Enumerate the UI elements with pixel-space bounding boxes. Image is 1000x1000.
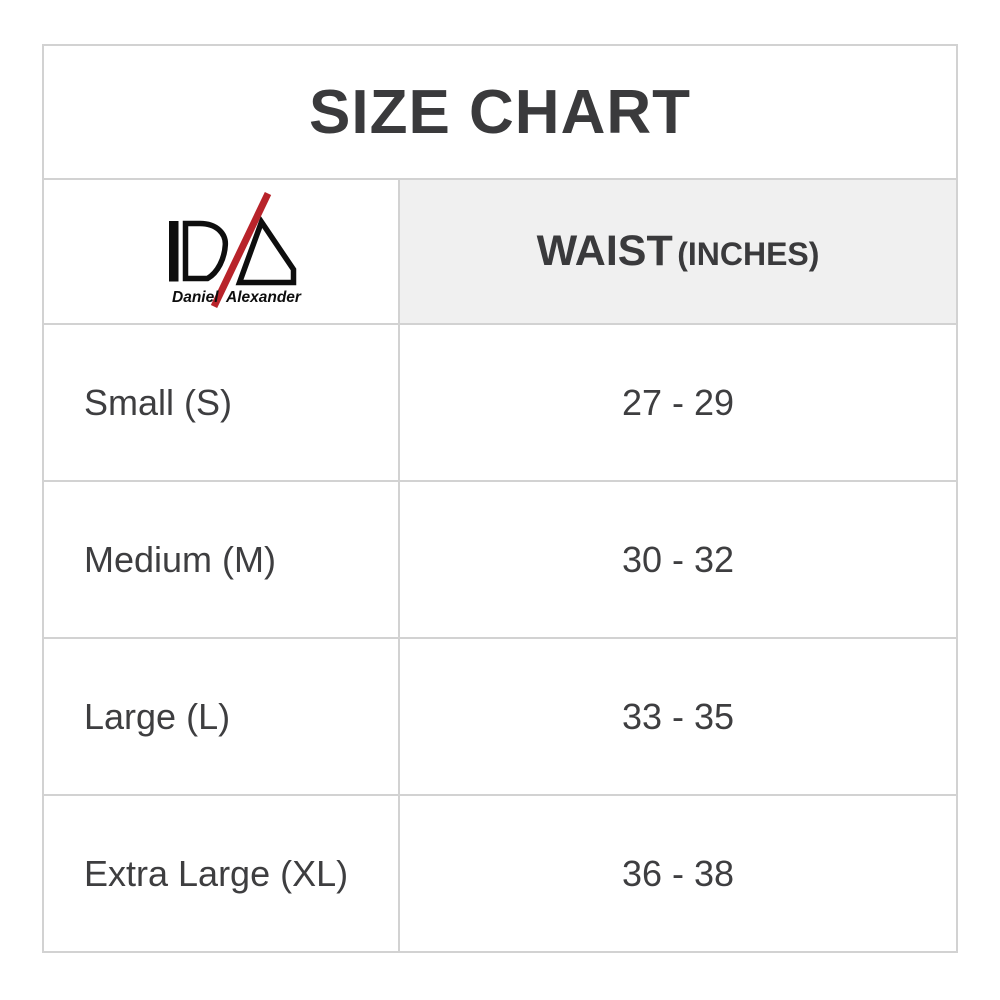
size-chart-table: SIZE CHART Daniel Alexander WAIST xyxy=(42,44,958,953)
size-label: Extra Large (XL) xyxy=(84,852,349,894)
waist-value: 33 - 35 xyxy=(621,695,735,737)
waist-value: 30 - 32 xyxy=(621,538,735,580)
header-row: Daniel Alexander WAIST (INCHES) xyxy=(42,178,958,325)
brand-logo: Daniel Alexander xyxy=(169,191,302,309)
waist-cell: 36 - 38 xyxy=(398,794,958,953)
size-cell: Medium (M) xyxy=(42,480,400,639)
size-cell: Small (S) xyxy=(42,323,400,482)
waist-cell: 30 - 32 xyxy=(398,480,958,639)
logo-slash-icon xyxy=(210,191,272,309)
waist-cell: 33 - 35 xyxy=(398,637,958,796)
waist-value: 36 - 38 xyxy=(621,852,735,894)
title-row: SIZE CHART xyxy=(42,44,958,180)
table-row-medium: Medium (M) 30 - 32 xyxy=(42,480,958,639)
size-label: Small (S) xyxy=(84,381,233,423)
waist-value: 27 - 29 xyxy=(621,381,735,423)
table-row-small: Small (S) 27 - 29 xyxy=(42,323,958,482)
waist-header-cell: WAIST (INCHES) xyxy=(398,178,958,325)
brand-logo-cell: Daniel Alexander xyxy=(42,178,400,325)
waist-cell: 27 - 29 xyxy=(398,323,958,482)
size-label: Medium (M) xyxy=(84,538,277,580)
logo-letter-a xyxy=(235,215,297,286)
logo-letter-d xyxy=(169,220,229,282)
brand-name-last: Alexander xyxy=(225,289,302,306)
page-title: SIZE CHART xyxy=(309,77,691,147)
waist-header-label: WAIST xyxy=(536,227,673,275)
size-chart-page: SIZE CHART Daniel Alexander WAIST xyxy=(42,44,958,953)
size-cell: Extra Large (XL) xyxy=(42,794,400,953)
size-cell: Large (L) xyxy=(42,637,400,796)
size-label: Large (L) xyxy=(84,695,231,737)
table-row-extra-large: Extra Large (XL) 36 - 38 xyxy=(42,794,958,953)
table-row-large: Large (L) 33 - 35 xyxy=(42,637,958,796)
waist-header-unit: (INCHES) xyxy=(677,236,820,272)
title-cell: SIZE CHART xyxy=(42,44,958,180)
brand-name-first: Daniel xyxy=(172,289,219,306)
